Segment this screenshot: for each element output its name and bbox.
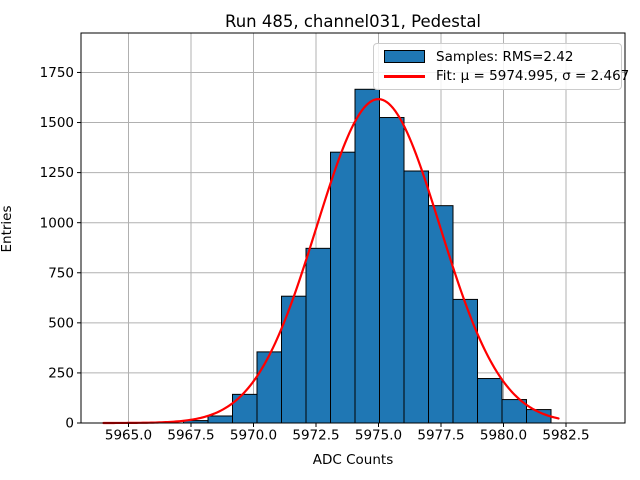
x-tick-label: 5965.0 <box>105 428 152 444</box>
x-tick-label: 5975.0 <box>355 428 402 444</box>
histogram-bar <box>477 378 503 424</box>
histogram-bar <box>403 170 429 424</box>
legend-fit-label: Fit: μ = 5974.995, σ = 2.467 <box>436 68 630 85</box>
legend-fit-line-sample <box>384 74 425 78</box>
y-axis-label: Entries <box>0 205 15 253</box>
y-tick-label: 750 <box>48 265 74 281</box>
x-tick-label: 5982.5 <box>542 428 589 444</box>
histogram-bar <box>379 117 405 424</box>
page-title: Run 485, channel031, Pedestal <box>224 12 482 31</box>
legend-entry-samples: Samples: RMS=2.42 <box>384 47 613 67</box>
x-tick-label: 5972.5 <box>292 428 339 444</box>
y-tick-label: 0 <box>65 416 74 432</box>
histogram-bar <box>305 247 331 424</box>
histogram-bar <box>256 351 282 424</box>
x-tick-label: 5980.0 <box>480 428 527 444</box>
axes-frame <box>80 32 626 424</box>
y-tick-label: 500 <box>48 315 74 331</box>
y-tick-label: 1000 <box>40 215 74 231</box>
y-tick-label: 1500 <box>40 115 74 131</box>
y-tick-label: 1750 <box>40 65 74 81</box>
legend-entry-fit: Fit: μ = 5974.995, σ = 2.467 <box>384 67 629 87</box>
histogram-bar <box>428 205 454 424</box>
fit-curve <box>102 97 560 425</box>
legend: Samples: RMS=2.42 Fit: μ = 5974.995, σ =… <box>373 43 629 90</box>
y-tick-label: 250 <box>48 366 74 382</box>
x-tick-label: 5977.5 <box>417 428 464 444</box>
legend-samples-swatch <box>384 50 425 64</box>
histogram-bar <box>281 295 307 424</box>
legend-samples-label: Samples: RMS=2.42 <box>436 48 574 65</box>
histogram-bar <box>330 151 356 424</box>
x-axis-label: ADC Counts <box>312 452 394 468</box>
histogram-bar <box>232 393 258 424</box>
histogram-bar <box>452 298 478 424</box>
y-tick-label: 1250 <box>40 165 74 181</box>
x-tick-label: 5970.0 <box>230 428 277 444</box>
x-tick-label: 5967.5 <box>167 428 214 444</box>
histogram-bar <box>207 415 233 424</box>
histogram-bar <box>354 88 380 424</box>
